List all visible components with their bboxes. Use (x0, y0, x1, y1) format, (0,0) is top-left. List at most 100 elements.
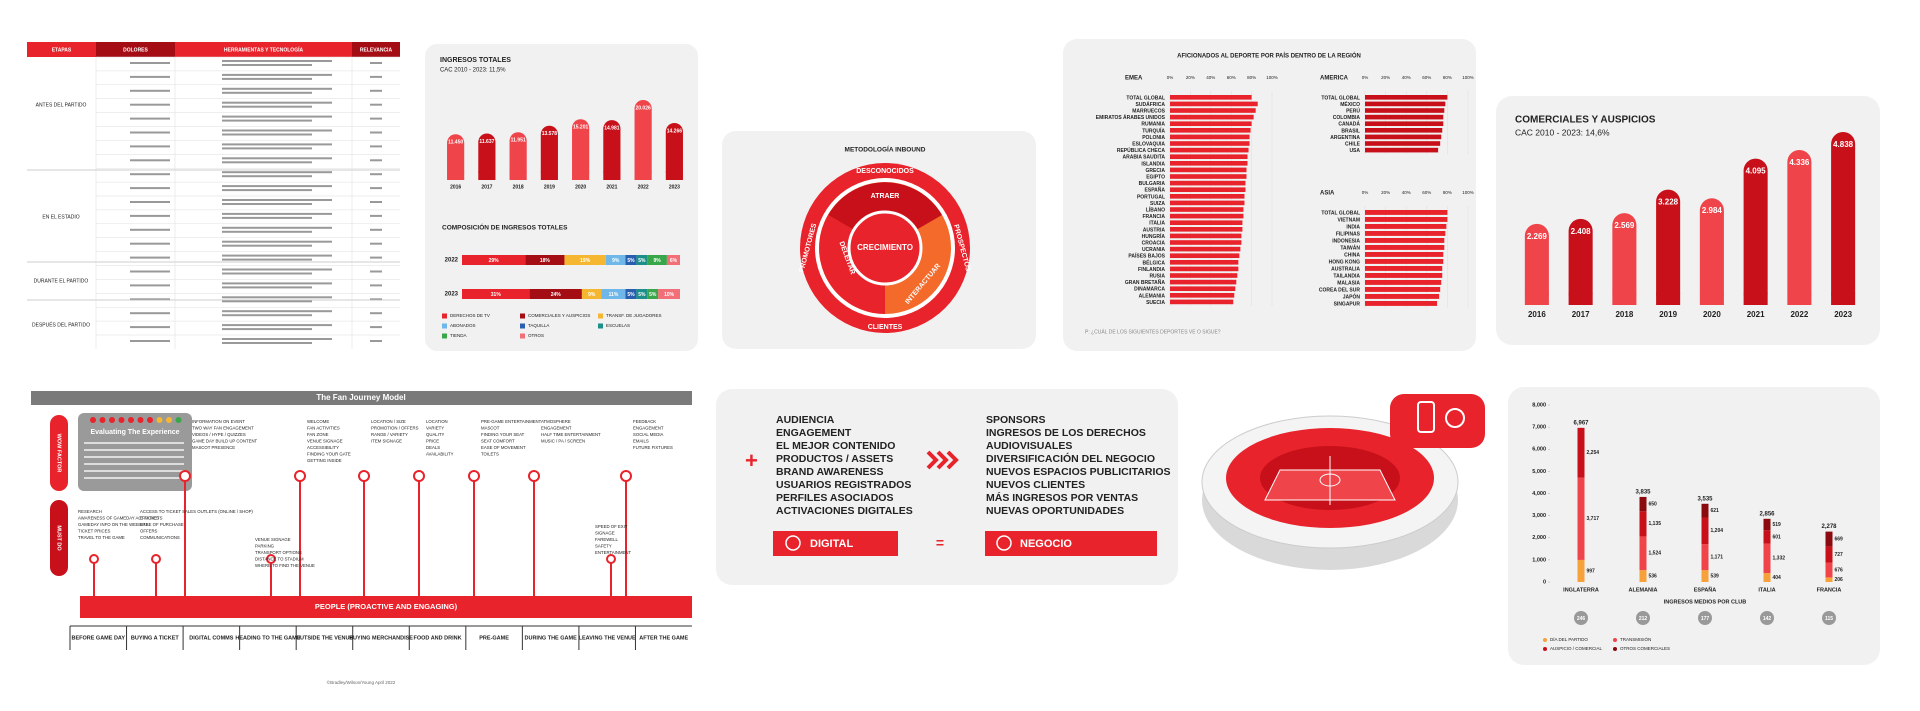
evaluating-text (84, 470, 184, 472)
row-text (222, 157, 332, 160)
legend-swatch (520, 323, 525, 329)
bar (1365, 238, 1445, 243)
value-label: 650 (1649, 501, 1658, 507)
row-text (370, 173, 382, 176)
y-tick-label: GRECIA (1146, 168, 1166, 174)
row-text (222, 133, 312, 136)
row-text (222, 296, 332, 299)
bar (1170, 293, 1235, 298)
center (847, 210, 923, 286)
header-label: ETAPAS (52, 47, 72, 53)
person-icon (175, 417, 182, 423)
y-tick-label: 4,000 (1532, 491, 1546, 497)
wow-item: WELCOME (307, 419, 329, 424)
value-label: 669 (1835, 536, 1844, 542)
wow-item: PROMOTION / OFFERS (371, 426, 419, 431)
x-tick-label: 0% (1362, 75, 1369, 80)
y-tick-label: TOTAL GLOBAL (1126, 95, 1165, 101)
bar (665, 123, 683, 180)
count-bubble (1822, 611, 1836, 625)
bar (1170, 227, 1243, 232)
value-label: 1,524 (1649, 551, 1662, 557)
value-label: 5% (638, 292, 646, 298)
evaluating-text (84, 477, 184, 479)
value-label: 13.578 (542, 131, 558, 137)
row-text (222, 147, 312, 150)
dollar-node (413, 470, 425, 482)
value-label: 2.569 (1614, 221, 1635, 230)
bar (447, 134, 465, 180)
x-tick-label: 2022 (638, 184, 649, 190)
row-text (222, 254, 332, 257)
y-tick-label: COLOMBIA (1333, 115, 1361, 121)
bar (1170, 114, 1254, 120)
y-tick-label: BULGARIA (1139, 181, 1166, 187)
evaluating-label: Evaluating The Experience (90, 429, 179, 436)
row-text (370, 89, 382, 92)
legend-swatch (442, 323, 447, 329)
must-node (266, 554, 276, 564)
row-text (370, 284, 382, 287)
row-text (370, 242, 382, 245)
row-text (130, 312, 170, 315)
wow-item: FINDING YOUR SEAT (481, 432, 525, 437)
header-cell (175, 42, 352, 57)
value-label: 24% (551, 292, 562, 298)
people-label: PEOPLE (PROACTIVE AND ENGAGING) (315, 602, 458, 611)
title-bar (31, 391, 692, 405)
club-count: 177 (1701, 616, 1710, 622)
outer-label: CLIENTES (868, 324, 903, 331)
value-label: 6% (670, 258, 678, 264)
row-text (222, 282, 332, 285)
bar (1170, 108, 1256, 113)
y-tick-label: TAILANDIA (1333, 273, 1360, 279)
x-tick-label: 2021 (1747, 310, 1765, 319)
bar (1170, 299, 1234, 305)
wow-item: FUTURE FIXTURES (633, 445, 673, 450)
x-tick-label: 2016 (450, 184, 461, 190)
row-text (370, 256, 382, 259)
x-tick-label: 2021 (606, 184, 617, 190)
x-tick-label: INGLATERRA (1563, 587, 1599, 593)
y-tick-label: POLONIA (1142, 135, 1165, 141)
value-label: 9% (612, 258, 620, 264)
row-text (370, 117, 382, 120)
bar (1365, 266, 1443, 271)
bar (1365, 224, 1447, 229)
row-text (370, 298, 382, 301)
must-label: MUST DO (56, 525, 62, 551)
row-text (130, 228, 170, 231)
chart-subtitle: CAC 2010 - 2023: 14,6% (1515, 127, 1610, 137)
row-text (370, 145, 382, 148)
row-text (222, 91, 312, 94)
stage-label: HEADING TO THE GAME (235, 635, 300, 641)
row-text (222, 60, 332, 62)
x-tick-label: 0% (1167, 75, 1174, 80)
bar (1365, 259, 1444, 264)
must-pill (50, 500, 68, 576)
legend-swatch (1543, 638, 1547, 642)
row-text (130, 62, 170, 64)
legend-swatch (520, 333, 525, 339)
y-tick-label: DINAMARCA (1134, 287, 1165, 293)
y-tick-label: MÉXICO (1340, 100, 1360, 108)
bar-segment (1701, 503, 1709, 518)
y-tick-label: 2,000 (1532, 535, 1546, 541)
header-label: RELEVANCIA (360, 47, 393, 53)
outer-label: DESCONOCIDOS (856, 168, 914, 175)
count-bubble (1760, 611, 1774, 625)
wow-item: ENGAGEMENT (633, 426, 664, 431)
wow-item: HALF TIME ENTERTAINMENT (541, 432, 601, 437)
club-count: 115 (1825, 616, 1833, 622)
journey-title: The Fan Journey Model (316, 393, 405, 402)
bar (1170, 200, 1245, 206)
bar (1170, 213, 1244, 219)
y-tick-label: TOTAL GLOBAL (1321, 210, 1360, 216)
right-item: NUEVOS CLIENTES (986, 479, 1085, 491)
value-label: 14.981 (604, 125, 620, 131)
left-item: USUARIOS REGISTRADOS (776, 479, 911, 491)
person-icon (118, 417, 125, 423)
bar (1365, 128, 1443, 133)
value-label: 18% (540, 258, 551, 264)
y-tick-label: 1,000 (1532, 557, 1546, 563)
